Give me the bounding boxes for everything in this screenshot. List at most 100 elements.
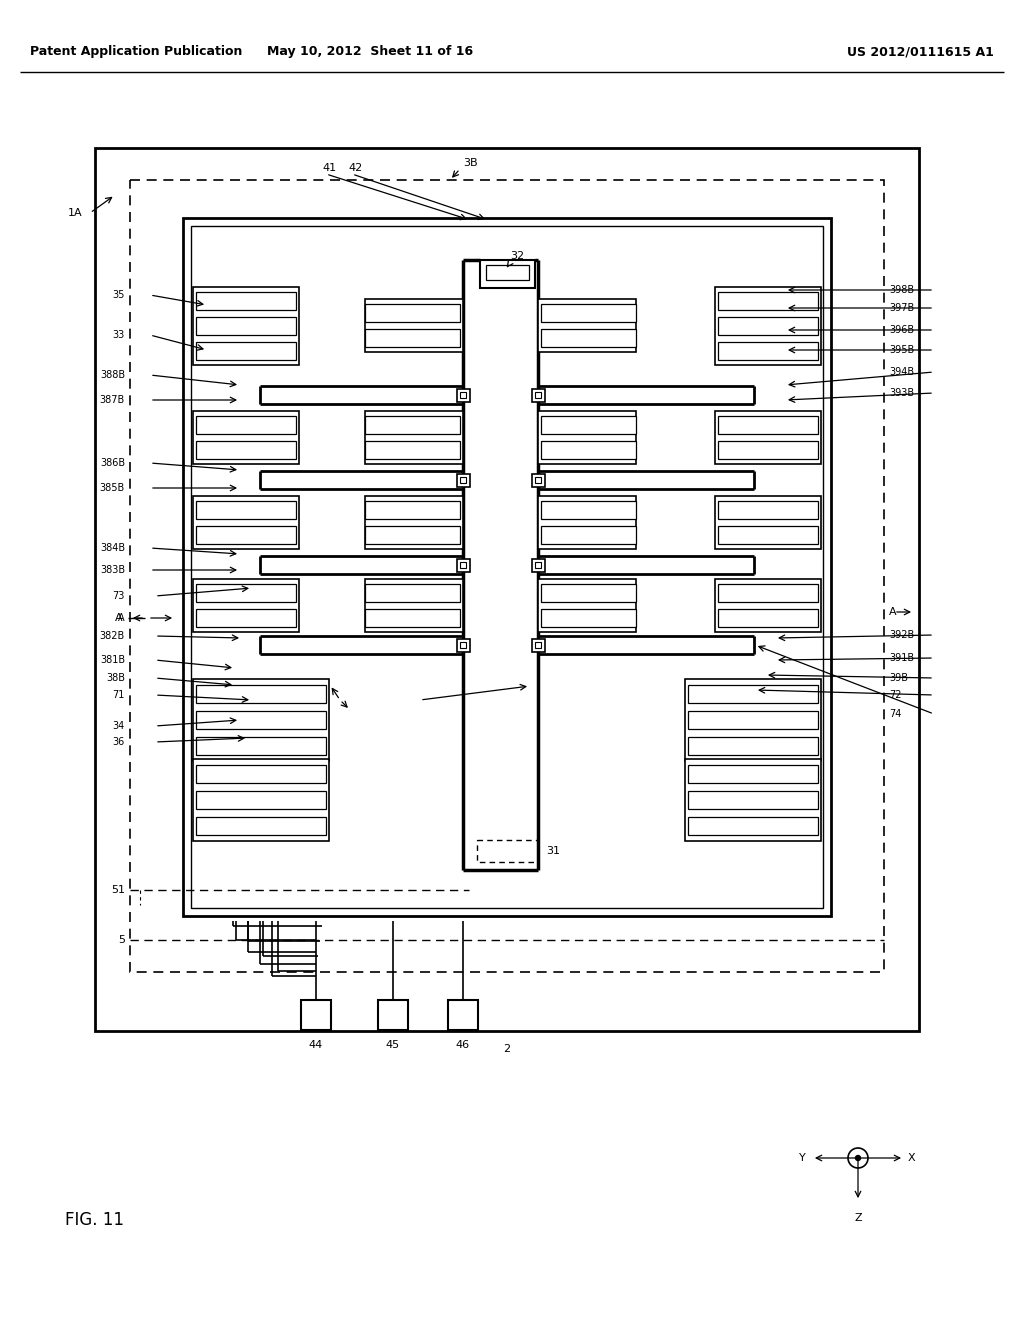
Bar xyxy=(541,441,636,459)
Bar xyxy=(541,609,636,627)
Bar xyxy=(460,392,466,399)
Text: 36: 36 xyxy=(113,737,125,747)
Bar xyxy=(688,766,818,783)
Bar xyxy=(688,711,818,729)
Bar xyxy=(718,502,818,519)
Bar xyxy=(196,342,296,359)
Text: 391B: 391B xyxy=(889,653,914,663)
Bar xyxy=(196,317,296,334)
Text: 1A: 1A xyxy=(68,209,82,218)
Text: 44: 44 xyxy=(309,1040,324,1049)
Text: 33: 33 xyxy=(113,330,125,341)
Bar xyxy=(193,411,299,465)
Bar xyxy=(535,562,541,568)
Text: FIG. 11: FIG. 11 xyxy=(65,1210,124,1229)
Bar xyxy=(538,411,636,465)
Bar xyxy=(718,342,818,359)
Bar xyxy=(688,817,818,836)
Bar xyxy=(541,583,636,602)
Bar xyxy=(301,1001,331,1030)
Bar xyxy=(196,609,296,627)
Bar xyxy=(457,474,469,487)
Text: 392B: 392B xyxy=(889,630,914,640)
Bar xyxy=(130,180,884,972)
Bar xyxy=(541,304,636,322)
Bar xyxy=(718,609,818,627)
Bar xyxy=(365,578,463,631)
Text: 51: 51 xyxy=(111,884,125,895)
Bar xyxy=(378,1001,408,1030)
Bar xyxy=(541,416,636,434)
Bar xyxy=(480,260,535,288)
Bar xyxy=(486,265,529,280)
Text: 72: 72 xyxy=(889,690,901,700)
Bar xyxy=(538,300,636,352)
Text: 41: 41 xyxy=(322,162,336,173)
Text: 387B: 387B xyxy=(99,395,125,405)
Bar xyxy=(95,148,919,1031)
Bar xyxy=(365,411,463,465)
Bar xyxy=(196,441,296,459)
Bar xyxy=(535,642,541,648)
Bar xyxy=(715,578,821,631)
Text: 3B: 3B xyxy=(463,158,477,168)
Bar xyxy=(531,474,545,487)
Bar xyxy=(688,737,818,755)
Text: 39B: 39B xyxy=(889,673,908,682)
Bar xyxy=(196,766,326,783)
Bar xyxy=(688,791,818,809)
Bar xyxy=(193,759,329,841)
Bar xyxy=(460,477,466,483)
Bar xyxy=(541,329,636,347)
Bar xyxy=(183,218,831,916)
Bar xyxy=(365,416,460,434)
Bar xyxy=(477,840,538,862)
Bar xyxy=(718,317,818,334)
Text: Z: Z xyxy=(854,1213,862,1224)
Bar xyxy=(365,609,460,627)
Bar xyxy=(685,759,821,841)
Bar xyxy=(365,496,463,549)
Bar xyxy=(688,685,818,704)
Bar xyxy=(365,525,460,544)
Bar xyxy=(531,558,545,572)
Text: 397B: 397B xyxy=(889,304,914,313)
Text: May 10, 2012  Sheet 11 of 16: May 10, 2012 Sheet 11 of 16 xyxy=(267,45,473,58)
Text: 381B: 381B xyxy=(100,655,125,665)
Bar xyxy=(457,388,469,401)
Text: 73: 73 xyxy=(113,591,125,601)
Text: 34: 34 xyxy=(113,721,125,731)
Bar xyxy=(196,292,296,309)
Text: A: A xyxy=(116,612,123,623)
Text: 396B: 396B xyxy=(889,325,914,335)
Bar xyxy=(531,388,545,401)
Bar xyxy=(365,441,460,459)
Text: 395B: 395B xyxy=(889,345,914,355)
Bar xyxy=(457,639,469,652)
Bar xyxy=(460,562,466,568)
Bar xyxy=(365,329,460,347)
Bar xyxy=(196,502,296,519)
Bar xyxy=(365,502,460,519)
Text: 71: 71 xyxy=(113,690,125,700)
Bar xyxy=(193,286,299,364)
Bar xyxy=(718,583,818,602)
Text: 35: 35 xyxy=(113,290,125,300)
Text: 32: 32 xyxy=(510,251,524,261)
Text: 383B: 383B xyxy=(100,565,125,576)
Bar xyxy=(685,678,821,762)
Text: 382B: 382B xyxy=(99,631,125,642)
Bar xyxy=(535,392,541,399)
Text: 393B: 393B xyxy=(889,388,914,399)
Bar xyxy=(196,711,326,729)
Bar xyxy=(95,148,919,1031)
Text: 385B: 385B xyxy=(99,483,125,492)
Text: US 2012/0111615 A1: US 2012/0111615 A1 xyxy=(847,45,994,58)
Text: 5: 5 xyxy=(118,935,125,945)
Bar xyxy=(196,817,326,836)
Text: Patent Application Publication: Patent Application Publication xyxy=(30,45,243,58)
Text: 394B: 394B xyxy=(889,367,914,378)
Bar xyxy=(541,525,636,544)
Bar xyxy=(718,525,818,544)
Bar xyxy=(718,441,818,459)
